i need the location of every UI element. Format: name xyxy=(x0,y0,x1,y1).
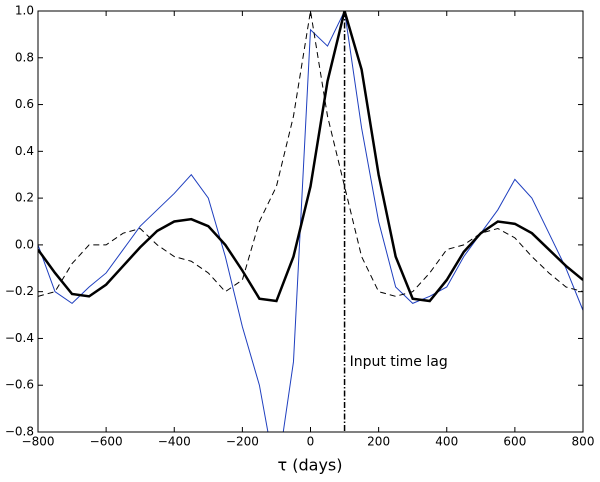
y-tick-label: 0.0 xyxy=(15,237,34,251)
data-line xyxy=(38,11,583,432)
y-tick-label: 0.6 xyxy=(15,97,34,111)
x-tick-label: 800 xyxy=(572,435,595,449)
y-tick-label: 0.4 xyxy=(15,144,34,158)
plot-area xyxy=(38,11,583,432)
y-tick-label: −0.2 xyxy=(5,284,34,298)
y-tick-label: −0.6 xyxy=(5,378,34,392)
x-tick-label: 600 xyxy=(503,435,526,449)
x-tick-label: −200 xyxy=(226,435,259,449)
x-tick-label: −600 xyxy=(90,435,123,449)
y-tick-label: −0.8 xyxy=(5,425,34,439)
data-line xyxy=(38,11,583,303)
x-tick-label: 0 xyxy=(307,435,315,449)
y-tick-label: 0.2 xyxy=(15,191,34,205)
x-axis-label: τ (days) xyxy=(278,456,343,475)
x-tick-label: 200 xyxy=(367,435,390,449)
y-tick-label: 0.8 xyxy=(15,50,34,64)
y-tick-label: −0.4 xyxy=(5,331,34,345)
annotation: Input time lag xyxy=(350,354,448,370)
x-tick-label: 400 xyxy=(435,435,458,449)
x-tick-label: −800 xyxy=(22,435,55,449)
x-tick-label: −400 xyxy=(158,435,191,449)
y-tick-label: 1.0 xyxy=(15,4,34,18)
